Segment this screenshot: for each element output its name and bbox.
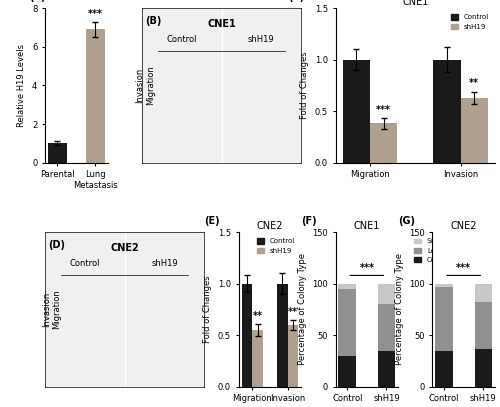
Text: (D): (D) [48, 240, 65, 250]
Text: ***: *** [360, 263, 374, 274]
Title: CNE1: CNE1 [402, 0, 428, 7]
Y-axis label: Percentage of Colony Type: Percentage of Colony Type [394, 254, 404, 365]
Bar [460, 98, 488, 163]
Legend: Scattered, Loose, Compact: Scattered, Loose, Compact [412, 236, 464, 266]
Bar [338, 284, 356, 289]
Bar [474, 284, 492, 302]
Text: shH19: shH19 [151, 259, 178, 268]
Title: CNE2: CNE2 [256, 221, 283, 231]
Bar [436, 287, 453, 350]
Text: (G): (G) [398, 217, 415, 226]
Bar [474, 348, 492, 387]
Text: CNE2: CNE2 [110, 243, 139, 253]
Text: **: ** [252, 311, 262, 321]
Bar [378, 304, 396, 350]
Bar [343, 60, 370, 163]
Bar [252, 330, 263, 387]
Text: (C): (C) [288, 0, 304, 2]
Text: Invasion
Migration: Invasion Migration [42, 289, 61, 329]
Y-axis label: Relative H19 Levels: Relative H19 Levels [18, 44, 26, 127]
Y-axis label: Fold of Changes: Fold of Changes [300, 52, 310, 119]
Text: (A): (A) [30, 0, 46, 2]
Bar [48, 143, 67, 163]
Bar [86, 29, 104, 163]
Text: **: ** [288, 306, 298, 317]
Text: (B): (B) [145, 16, 162, 26]
Bar [436, 350, 453, 387]
Bar [378, 284, 396, 304]
Legend: Control, shH19: Control, shH19 [254, 236, 298, 257]
Y-axis label: Percentage of Colony Type: Percentage of Colony Type [298, 254, 306, 365]
Bar [277, 284, 288, 387]
Title: CNE2: CNE2 [450, 221, 477, 231]
Text: shH19: shH19 [248, 35, 274, 44]
Text: ***: *** [88, 9, 102, 19]
Text: ***: *** [376, 105, 391, 115]
Bar [370, 123, 397, 163]
Text: (F): (F) [301, 217, 317, 226]
Text: Control: Control [70, 259, 100, 268]
Title: CNE1: CNE1 [354, 221, 380, 231]
Text: Control: Control [166, 35, 197, 44]
Legend: Control, shH19: Control, shH19 [448, 12, 492, 33]
Bar [242, 284, 252, 387]
Text: ***: *** [456, 263, 471, 274]
Bar [474, 302, 492, 348]
Text: **: ** [469, 79, 479, 88]
Bar [338, 289, 356, 356]
Text: (E): (E) [204, 217, 220, 226]
Y-axis label: Fold of Changes: Fold of Changes [204, 276, 212, 343]
Bar [338, 356, 356, 387]
Bar [378, 350, 396, 387]
Bar [436, 284, 453, 287]
Bar [434, 60, 460, 163]
Bar [288, 325, 298, 387]
Text: Invasion
Migration: Invasion Migration [136, 66, 155, 105]
Text: CNE1: CNE1 [207, 19, 236, 28]
